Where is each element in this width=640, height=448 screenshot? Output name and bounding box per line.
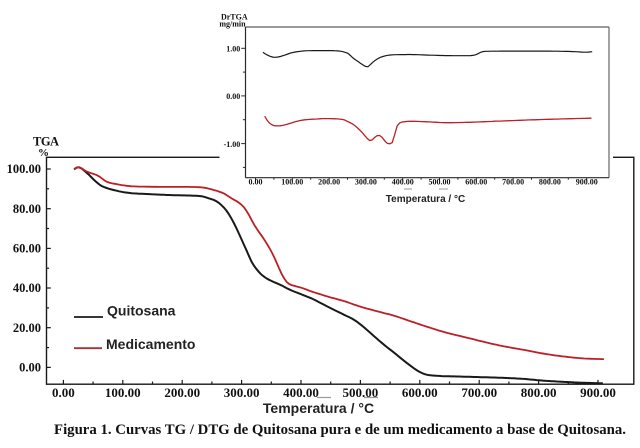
svg-text:Quitosana: Quitosana [107, 303, 176, 319]
svg-text:1.00: 1.00 [226, 45, 240, 54]
svg-text:Figura 1. Curvas TG / DTG de Q: Figura 1. Curvas TG / DTG de Quitosana p… [54, 422, 626, 438]
svg-text:Temperatura / °C: Temperatura / °C [386, 194, 465, 205]
svg-text:%: % [38, 147, 49, 159]
svg-text:500.00: 500.00 [429, 178, 451, 187]
svg-text:20.00: 20.00 [13, 321, 41, 335]
svg-text:600.00: 600.00 [402, 385, 438, 400]
svg-text:400.00: 400.00 [283, 385, 319, 400]
svg-text:100.00: 100.00 [7, 162, 41, 176]
svg-text:900.00: 900.00 [576, 178, 598, 187]
svg-text:60.00: 60.00 [13, 242, 41, 256]
svg-text:700.00: 700.00 [461, 385, 497, 400]
svg-text:300.00: 300.00 [355, 178, 377, 187]
svg-text:500.00: 500.00 [343, 385, 379, 400]
svg-text:900.00: 900.00 [580, 385, 616, 400]
svg-text:300.00: 300.00 [224, 385, 260, 400]
svg-text:100.00: 100.00 [281, 178, 303, 187]
svg-text:DrTGA: DrTGA [221, 13, 248, 22]
svg-text:0.00: 0.00 [19, 361, 41, 375]
svg-text:700.00: 700.00 [502, 178, 524, 187]
svg-text:400.00: 400.00 [392, 178, 414, 187]
svg-text:200.00: 200.00 [318, 178, 340, 187]
svg-text:-1.00: -1.00 [224, 140, 241, 149]
svg-text:80.00: 80.00 [13, 202, 41, 216]
svg-text:600.00: 600.00 [465, 178, 487, 187]
svg-text:200.00: 200.00 [164, 385, 200, 400]
svg-text:800.00: 800.00 [521, 385, 557, 400]
svg-text:100.00: 100.00 [105, 385, 141, 400]
svg-text:mg/min: mg/min [219, 20, 246, 29]
svg-text:40.00: 40.00 [13, 281, 41, 295]
svg-text:Temperatura / °C: Temperatura / °C [263, 400, 374, 416]
svg-text:0.00: 0.00 [52, 385, 75, 400]
svg-text:0.00: 0.00 [226, 92, 240, 101]
svg-text:TGA: TGA [33, 135, 59, 149]
svg-text:Medicamento: Medicamento [106, 336, 195, 352]
svg-text:800.00: 800.00 [539, 178, 561, 187]
svg-text:0.00: 0.00 [249, 178, 263, 187]
